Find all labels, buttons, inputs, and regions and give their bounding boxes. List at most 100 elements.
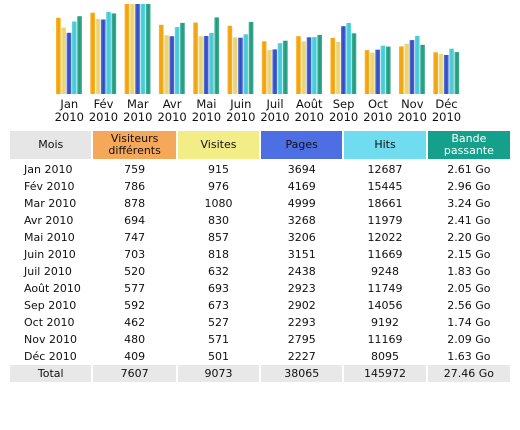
bar-pages-6 xyxy=(267,50,272,94)
x-tick-label-0: Jan 2010 xyxy=(55,97,84,124)
cell-hits: 11979 xyxy=(367,214,403,227)
bar-pages-1 xyxy=(95,18,101,94)
bar-hits-10 xyxy=(409,40,415,94)
x-tick-label-5: Juin 2010 xyxy=(226,97,255,124)
cell-pages: 3268 xyxy=(287,214,316,227)
cell-visiteurs: 592 xyxy=(124,299,146,312)
table-row: Oct 2010 462 527 2293 9192 1.74 Go xyxy=(10,314,510,331)
cell-visites: 632 xyxy=(207,265,229,278)
table-row: Fév 2010 786 976 4169 15445 2.96 Go xyxy=(10,178,510,195)
cell-visiteurs: 409 xyxy=(124,350,146,363)
bar-visiteurs-différents-8 xyxy=(351,33,357,94)
bar-pages-9 xyxy=(370,52,375,94)
cell-bande-passante: 1.63 Go xyxy=(447,350,491,363)
cell-visites: 501 xyxy=(207,350,229,363)
table-row: Sep 2010 592 673 2902 14056 2.56 Go xyxy=(10,297,510,314)
cell-bande-passante: 2.20 Go xyxy=(447,231,491,244)
table-row: Nov 2010 480 571 2795 11169 2.09 Go xyxy=(10,331,510,348)
cell-visiteurs: 747 xyxy=(124,231,146,244)
cell-bande-passante: 2.09 Go xyxy=(447,333,491,346)
cell-pages: 2227 xyxy=(287,350,316,363)
bar-visites-7 xyxy=(296,36,301,94)
cell-pages: 2795 xyxy=(287,333,316,346)
x-tick-label-4: Mai 2010 xyxy=(192,97,221,124)
table-row: Déc 2010 409 501 2227 8095 1.63 Go xyxy=(10,348,510,365)
cell-hits: 11669 xyxy=(367,248,403,261)
bar-hits-1 xyxy=(100,19,106,94)
cell-hits: 18661 xyxy=(367,197,403,210)
cell-hits: 9248 xyxy=(371,265,400,278)
bar-visiteurs-différents-5 xyxy=(248,21,254,94)
bar-visiteurs-différents-11 xyxy=(454,52,460,94)
header-visites: Visites xyxy=(177,131,260,159)
bar-visiteurs-différents-7 xyxy=(317,34,322,94)
cell-pages: 2293 xyxy=(287,316,316,329)
header-pages: Pages xyxy=(261,131,343,159)
cell-visites: 673 xyxy=(207,299,229,312)
cell-hits: 8095 xyxy=(371,350,400,363)
cell-pages: 38065 xyxy=(261,365,343,382)
bar-visites-4 xyxy=(193,22,198,95)
bar-visites-6 xyxy=(261,41,267,94)
cell-pages: 3151 xyxy=(287,248,316,261)
cell-visites: 818 xyxy=(207,248,229,261)
cell-mois: Août 2010 xyxy=(24,282,81,295)
bar-visiteurs-différents-9 xyxy=(385,46,391,94)
table-row: Avr 2010 694 830 3268 11979 2.41 Go xyxy=(10,212,510,229)
bar-pages-2 xyxy=(129,4,135,94)
cell-hits: 14056 xyxy=(367,299,403,312)
cell-visites: 1080 xyxy=(204,197,233,210)
table-row: Août 2010 577 693 2923 11749 2.05 Go xyxy=(10,280,510,297)
table-row: Juin 2010 703 818 3151 11669 2.15 Go xyxy=(10,246,510,263)
cell-pages: 2923 xyxy=(287,282,316,295)
bar-visiteurs-différents-4 xyxy=(214,17,220,94)
bar-bande-passante-6 xyxy=(277,43,283,94)
bar-visites-2 xyxy=(124,4,130,94)
cell-visiteurs: 878 xyxy=(124,197,146,210)
x-tick-label-2: Mar 2010 xyxy=(123,97,152,124)
bar-bande-passante-0 xyxy=(71,21,77,94)
cell-visiteurs: 520 xyxy=(124,265,146,278)
cell-visiteurs: 759 xyxy=(124,163,146,176)
cell-visites: 527 xyxy=(207,316,229,329)
cell-visites: 830 xyxy=(207,214,229,227)
bar-hits-5 xyxy=(238,37,243,94)
cell-pages: 3694 xyxy=(287,163,316,176)
cell-visites: 9073 xyxy=(177,365,260,382)
cell-bande-passante: 3.24 Go xyxy=(447,197,491,210)
bar-visites-10 xyxy=(399,46,404,94)
bar-bande-passante-3 xyxy=(174,27,180,95)
cell-mois: Sep 2010 xyxy=(24,299,77,312)
bar-hits-2 xyxy=(135,4,140,94)
cell-mois: Nov 2010 xyxy=(24,333,77,346)
cell-mois: Déc 2010 xyxy=(24,350,77,363)
x-tick-label-1: Fév 2010 xyxy=(89,97,118,124)
x-tick-label-6: Juil 2010 xyxy=(260,97,289,124)
cell-hits: 145972 xyxy=(344,365,426,382)
cell-bande-passante: 2.41 Go xyxy=(447,214,491,227)
x-tick-label-11: Déc 2010 xyxy=(432,97,461,124)
bar-visites-5 xyxy=(227,25,233,94)
cell-mois: Avr 2010 xyxy=(24,214,74,227)
cell-visiteurs: 7607 xyxy=(93,365,176,382)
bar-visites-0 xyxy=(56,17,61,95)
cell-visites: 693 xyxy=(207,282,229,295)
cell-mois: Fév 2010 xyxy=(24,180,75,193)
bar-visiteurs-différents-6 xyxy=(283,40,288,94)
table-row: Jan 2010 759 915 3694 12687 2.61 Go xyxy=(10,161,510,178)
bar-pages-10 xyxy=(404,43,409,94)
cell-pages: 3206 xyxy=(287,231,316,244)
cell-mois: Oct 2010 xyxy=(24,316,75,329)
cell-mois: Jan 2010 xyxy=(24,163,73,176)
bar-bande-passante-2 xyxy=(140,4,146,94)
bar-bande-passante-1 xyxy=(106,11,111,94)
cell-bande-passante: 2.61 Go xyxy=(447,163,491,176)
bar-bande-passante-5 xyxy=(243,34,249,94)
bar-hits-9 xyxy=(375,49,380,94)
bar-bande-passante-4 xyxy=(209,32,214,94)
cell-mois: Mar 2010 xyxy=(24,197,77,210)
bar-pages-3 xyxy=(164,35,169,94)
total-row: Total 7607 9073 38065 145972 27.46 Go xyxy=(10,365,510,382)
cell-hits: 12022 xyxy=(367,231,403,244)
bar-pages-11 xyxy=(438,53,444,94)
